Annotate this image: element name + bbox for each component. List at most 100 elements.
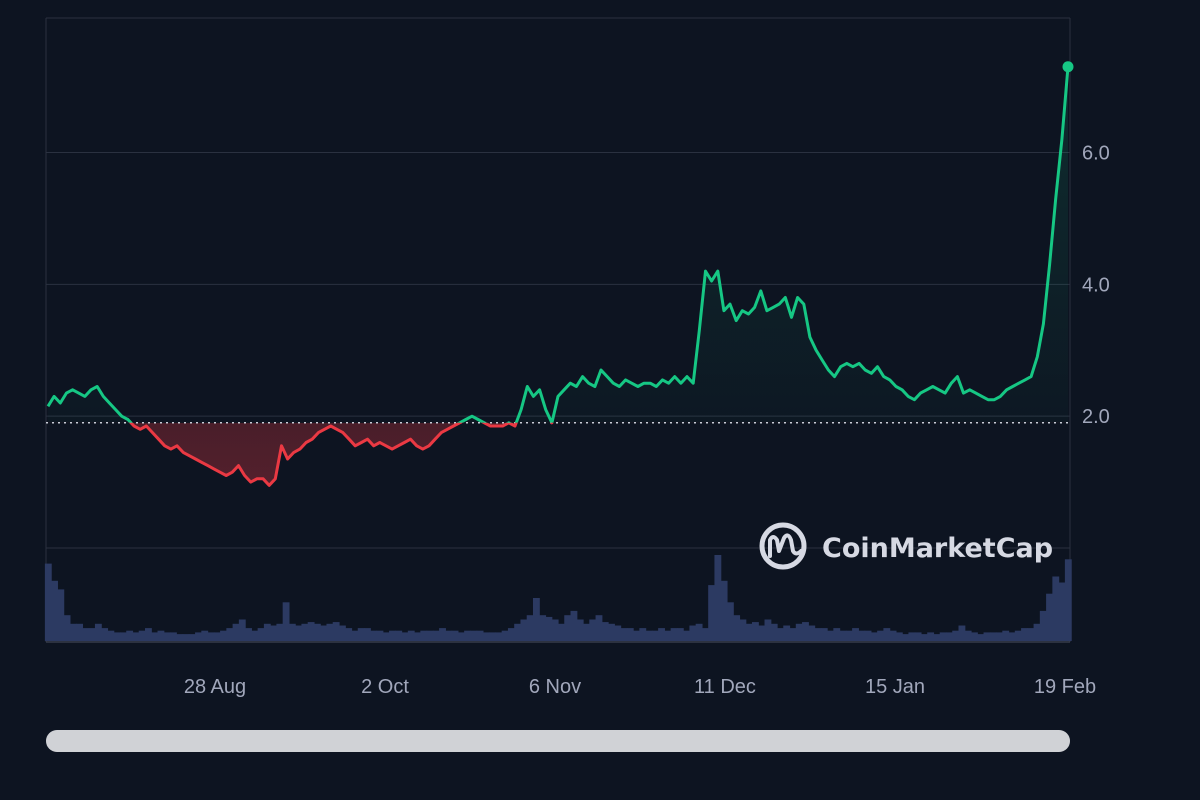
volume-bar [245,628,252,641]
volume-bar [676,628,684,641]
volume-bar [701,628,709,641]
volume-bar [608,623,615,641]
volume-bar [920,634,928,641]
volume-bar [689,625,697,641]
volume-bar [1014,630,1022,641]
volume-bar [958,625,966,641]
volume-bar [870,632,878,641]
volume-bar [295,625,303,641]
volume-bar [614,625,622,641]
volume-bar [583,623,590,641]
volume-bar [420,630,428,641]
volume-bar [307,622,315,641]
volume-bar [1002,630,1010,641]
volume-bar [745,623,753,641]
volume-bar [902,634,910,641]
range-scrollbar[interactable] [46,730,1070,752]
volume-bar [620,628,628,641]
volume-bar [501,630,509,641]
volume-bar [626,628,634,641]
volume-bar [589,619,597,641]
volume-bar [1046,593,1053,641]
volume-bar [51,580,58,641]
volume-bar [507,628,515,641]
x-tick-label: 11 Dec [694,676,756,698]
volume-bar [1058,582,1066,641]
volume-bar [207,632,215,641]
volume-bar [726,602,734,641]
volume-bar [1021,628,1028,641]
volume-bar [263,623,271,641]
volume-bar [182,634,190,641]
volume-bar [927,632,935,641]
volume-bar [751,622,759,641]
volume-bar [345,628,353,641]
volume-bar [82,628,90,641]
volume-bar [220,630,227,641]
volume-bar [952,630,960,641]
volume-bar [257,628,265,641]
volume-bar [445,630,453,641]
volume-bar [126,630,134,641]
price-line [46,66,1070,487]
volume-bar [545,616,553,641]
volume-bar [852,628,859,641]
price-line-up [46,66,1070,423]
volume-bar [739,619,747,641]
x-tick-label: 6 Nov [529,676,581,698]
volume-bar [270,625,278,641]
volume-bar [195,632,202,641]
volume-bar [770,623,778,641]
volume-bar [551,619,559,641]
range-scrollbar-thumb[interactable] [46,730,1070,752]
volume-bar [833,628,841,641]
x-tick-label: 19 Feb [1034,676,1096,698]
volume-bar [576,619,584,641]
volume-bar [357,628,365,641]
volume-bar [338,625,346,641]
volume-bar [470,630,478,641]
volume-bar [138,630,146,641]
volume-bar [514,623,522,641]
volume-bar [1033,623,1041,641]
volume-bar [570,610,578,641]
volume-bar [188,634,196,641]
volume-bar [226,628,234,641]
last-price-point[interactable] [1062,61,1074,73]
volume-bar [964,630,972,641]
volume-bar [651,630,659,641]
y-tick-label: 4.0 [1082,274,1110,296]
volume-bar [564,615,572,641]
volume-bar [63,615,71,641]
y-axis-ticks: 2.0 4.0 6.0 [1082,142,1110,428]
volume-bar [119,632,127,641]
volume-bar [795,623,803,641]
volume-bar [426,630,434,641]
volume-bar [1008,632,1016,641]
x-tick-label: 15 Jan [865,676,925,698]
volume-bar [908,632,916,641]
volume-bar [802,622,809,641]
volume-bar [883,628,891,641]
volume-bar [989,632,997,641]
volume-bar [814,628,822,641]
volume-bar [313,623,321,641]
volume-bar [845,630,853,641]
volume-bar [1052,576,1060,641]
volume-bar [601,622,609,641]
volume-bar [714,555,722,641]
volume-bar [945,632,953,641]
volume-bar [401,632,409,641]
volume-bar [376,630,384,641]
volume-bar [783,625,791,641]
volume-bar [777,628,784,641]
volume-bar [282,602,290,641]
volume-bar [914,632,922,641]
volume-bars [44,555,1072,641]
volume-bar [683,630,691,641]
volume-bar [382,632,390,641]
volume-bar [764,619,772,641]
x-tick-label: 2 Oct [361,676,409,698]
volume-bar [633,630,640,641]
